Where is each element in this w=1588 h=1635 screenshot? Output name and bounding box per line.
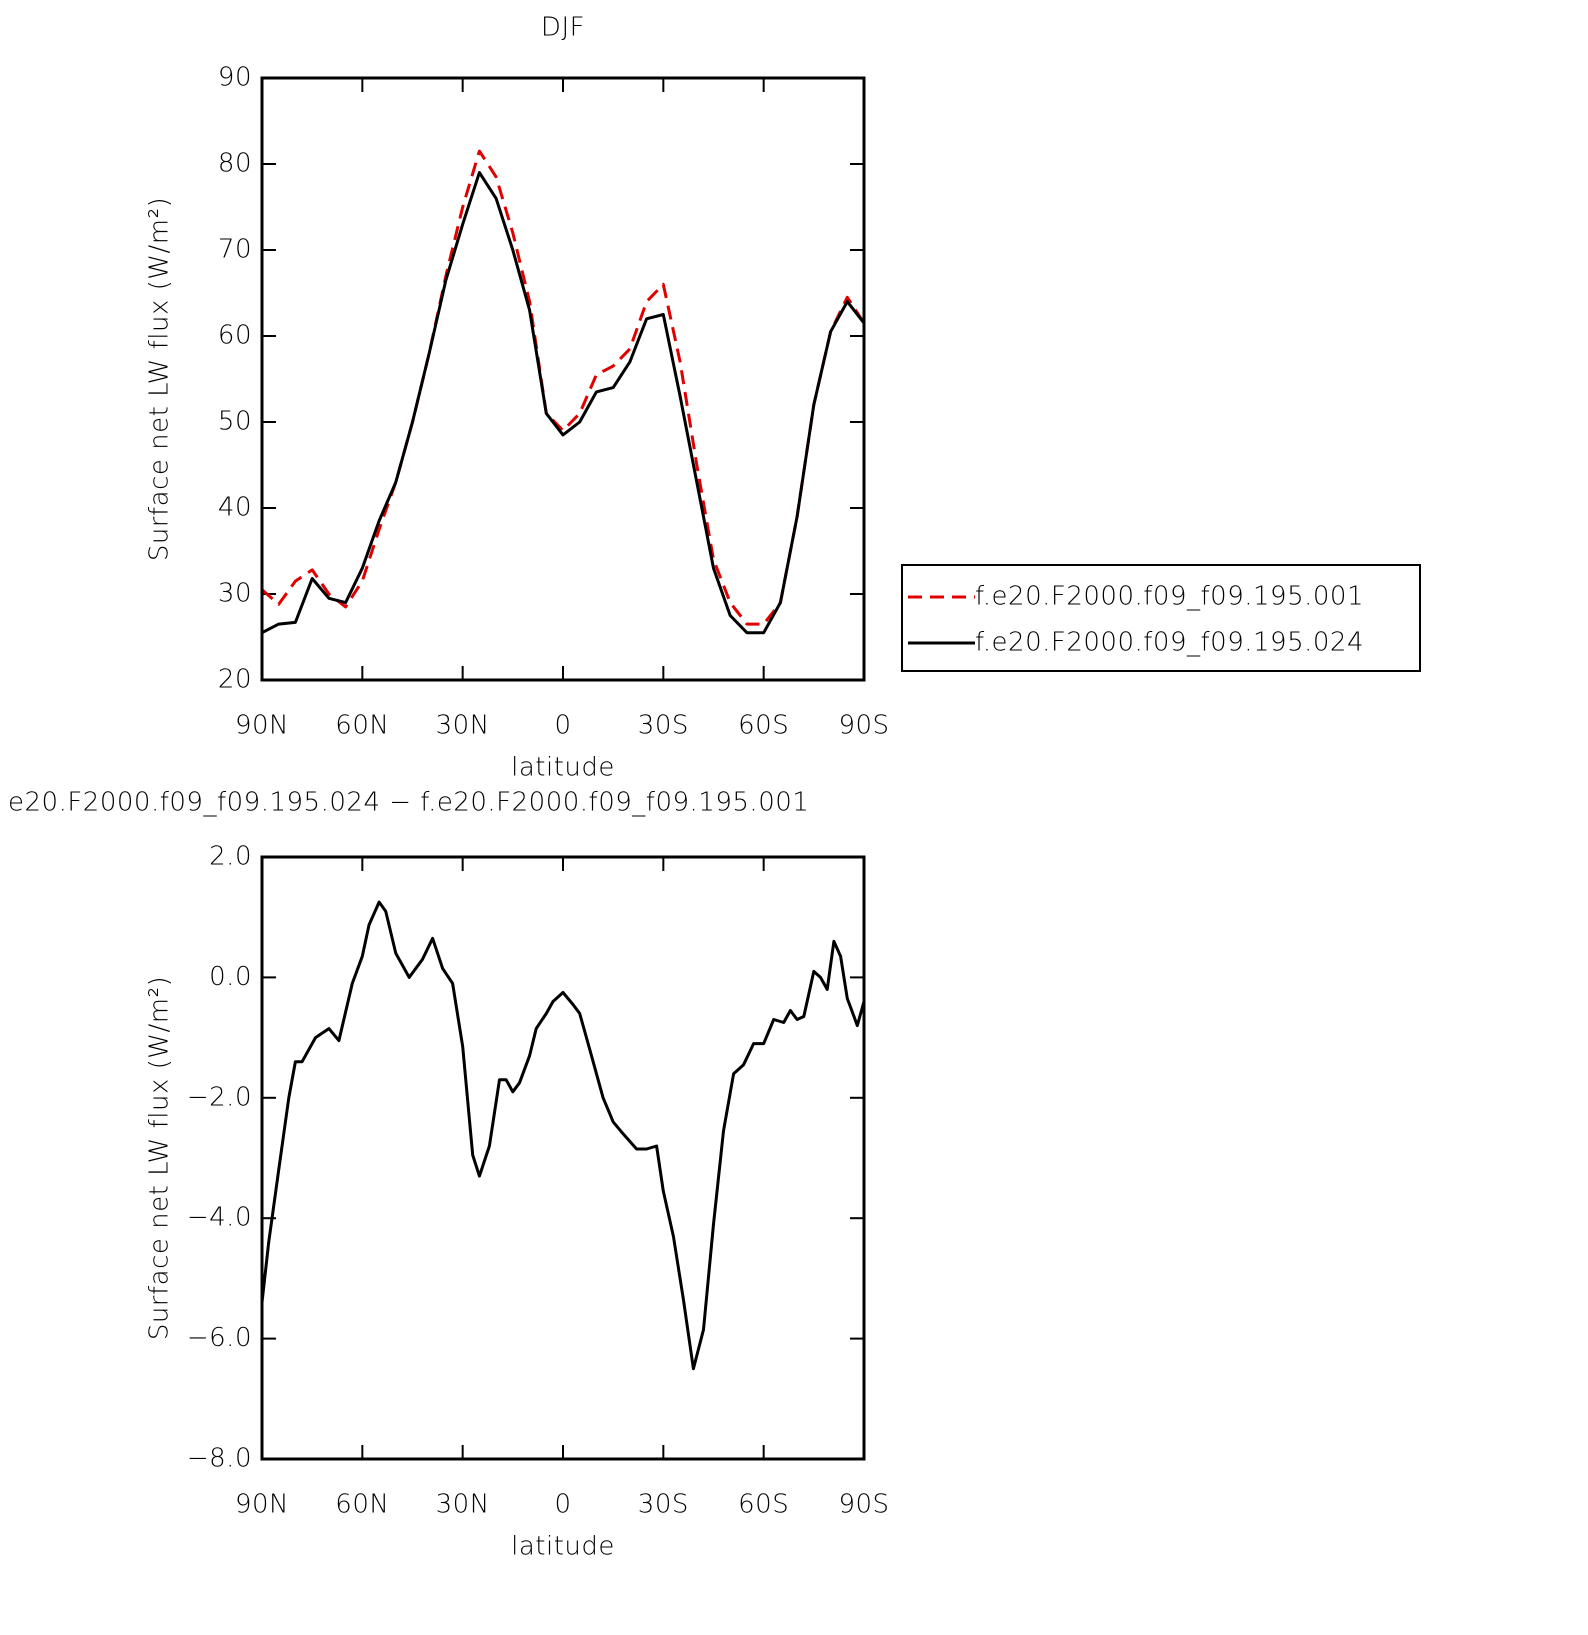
x-tick-label: 90S [838, 1490, 889, 1520]
y-tick-label: 90 [218, 63, 252, 93]
plot-frame [260, 76, 866, 682]
x-tick-label: 60N [335, 1490, 389, 1520]
x-tick-label: 30S [638, 1490, 689, 1520]
y-tick-label: 60 [218, 321, 252, 351]
legend-box [901, 564, 1421, 672]
series-line [261, 149, 866, 626]
y-tick-label: 0.0 [209, 962, 252, 992]
x-tick-label: 0 [554, 1490, 571, 1520]
x-tick-label: 90S [838, 711, 889, 741]
y-tick-label: 30 [218, 579, 252, 609]
y-tick-label: 70 [218, 235, 252, 265]
x-tick-label: 0 [554, 711, 571, 741]
x-axis-label: latitude [511, 1532, 615, 1562]
x-tick-label: 90N [235, 711, 289, 741]
series-line [261, 171, 866, 635]
y-tick-label: −2.0 [187, 1082, 252, 1112]
x-axis-label: latitude [511, 753, 615, 783]
y-axis-label: Surface net LW flux (W/m²) [145, 197, 175, 561]
y-tick-label: 40 [218, 493, 252, 523]
x-tick-label: 60S [738, 1490, 789, 1520]
legend-label: f.e20.F2000.f09_f09.195.024 [975, 628, 1364, 658]
x-tick-label: 60N [335, 711, 389, 741]
y-tick-label: 2.0 [209, 842, 252, 872]
x-tick-label: 60S [738, 711, 789, 741]
y-tick-label: 80 [218, 149, 252, 179]
x-tick-label: 30S [638, 711, 689, 741]
y-tick-label: 20 [218, 665, 252, 695]
y-tick-label: −6.0 [187, 1323, 252, 1353]
y-tick-label: −8.0 [187, 1444, 252, 1474]
chart-title: e20.F2000.f09_f09.195.024 − f.e20.F2000.… [8, 788, 809, 818]
x-tick-label: 90N [235, 1490, 289, 1520]
chart-title: DJF [541, 13, 585, 43]
y-axis-label: Surface net LW flux (W/m²) [145, 976, 175, 1340]
x-tick-label: 30N [436, 1490, 490, 1520]
x-tick-label: 30N [436, 711, 490, 741]
legend-label: f.e20.F2000.f09_f09.195.001 [975, 582, 1364, 612]
plot-frame [260, 855, 866, 1461]
y-tick-label: 50 [218, 407, 252, 437]
y-tick-label: −4.0 [187, 1203, 252, 1233]
series-line [260, 900, 866, 1371]
